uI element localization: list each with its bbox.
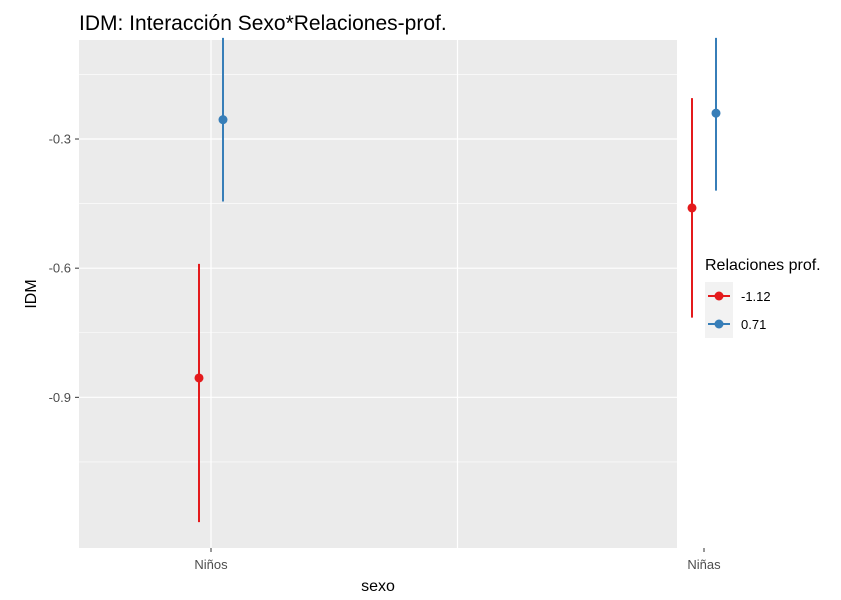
x-axis-title: sexo — [361, 578, 395, 595]
legend-key-point — [714, 291, 724, 301]
data-marks — [194, 37, 721, 523]
legend-title: Relaciones prof. — [705, 257, 821, 274]
y-tick-label: -0.9 — [49, 390, 71, 405]
y-axis-title: IDM — [23, 279, 40, 308]
chart-title: IDM: Interacción Sexo*Relaciones-prof. — [79, 12, 447, 35]
legend: Relaciones prof. -1.12 0.71 — [705, 257, 821, 338]
plot-panel — [79, 40, 677, 548]
x-tick-label: Niños — [194, 557, 228, 572]
legend-label: 0.71 — [741, 317, 766, 332]
data-point — [218, 115, 228, 125]
y-tick-label: -0.6 — [49, 261, 71, 276]
y-tick-label: -0.3 — [49, 132, 71, 147]
legend-key-point — [714, 319, 724, 329]
x-tick-label: Niñas — [687, 557, 721, 572]
legend-label: -1.12 — [741, 289, 771, 304]
axes: -0.9 -0.6 -0.3 Niños Niñas — [49, 132, 722, 572]
data-point — [687, 203, 697, 213]
gridlines — [79, 40, 705, 548]
data-point — [711, 108, 721, 118]
data-point — [194, 373, 204, 383]
